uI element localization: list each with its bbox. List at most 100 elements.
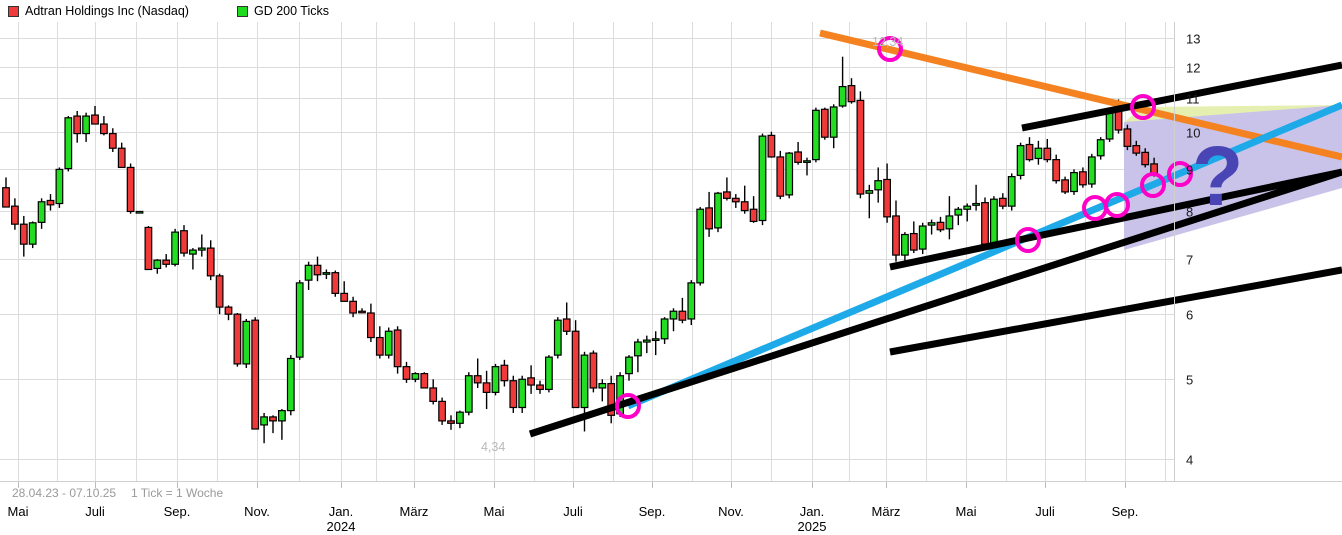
candle-body-down (126, 166, 135, 213)
candle-body-down (820, 108, 829, 138)
candle-body-down (892, 215, 900, 256)
lower-rail-black (528, 168, 1342, 438)
candlestick (447, 415, 455, 430)
x-axis-tick-label: Sep. (639, 504, 666, 519)
candle-body-up (785, 152, 794, 196)
candlestick (874, 167, 883, 203)
candlestick (562, 302, 571, 336)
candle-body-down (144, 226, 153, 271)
candle-body-up (811, 109, 820, 161)
candlestick (482, 370, 491, 410)
candle-body-down (571, 330, 580, 409)
candlestick (936, 216, 945, 233)
candle-body-up (669, 310, 678, 320)
candle-body-up (242, 320, 251, 365)
candle-body-up (491, 366, 500, 393)
upper-rail-black (1021, 61, 1342, 132)
candle-body-down (740, 201, 749, 212)
candlestick (660, 317, 669, 344)
candle-body-up (189, 249, 197, 255)
candle-body-down (73, 115, 82, 135)
candle-body-up (803, 160, 811, 163)
candlestick (829, 104, 838, 149)
candlestick (972, 184, 980, 211)
candlestick (989, 196, 998, 247)
candlestick (803, 157, 811, 176)
candlestick (998, 193, 1007, 210)
candlestick (1007, 173, 1016, 211)
candle-body-down (722, 191, 731, 199)
candle-body-down (393, 329, 402, 368)
candlestick (304, 261, 313, 291)
candlestick (607, 375, 616, 424)
candle-body-up (553, 319, 562, 356)
candlestick (331, 270, 340, 297)
candlestick (633, 338, 642, 373)
candlestick (464, 372, 473, 416)
candlestick (500, 359, 509, 387)
candlestick (892, 200, 900, 262)
candle-body-down (349, 300, 357, 314)
candlestick (1123, 124, 1132, 151)
candle-body-down (358, 310, 366, 314)
candle-body-up (1034, 147, 1043, 160)
candle-body-down (19, 223, 28, 245)
candlestick (722, 177, 731, 201)
x-axis-tick-label: Juli (85, 504, 105, 519)
candlestick (909, 221, 918, 254)
candlestick (963, 203, 972, 222)
candlestick (197, 234, 206, 257)
candle-body-down (1132, 145, 1141, 154)
candle-body-down (998, 197, 1007, 207)
candle-body-down (883, 178, 891, 218)
candle-body-up (918, 225, 927, 250)
y-axis-labels: 4 5 6 7 8 9 10 11 12 13 (1186, 32, 1200, 468)
candlestick (544, 355, 553, 393)
candlestick (242, 318, 251, 369)
candle-body-down (1141, 151, 1150, 166)
candlestick (420, 372, 429, 389)
candle-body-down (447, 420, 455, 424)
candlestick (856, 91, 865, 199)
candle-body-up (714, 192, 722, 229)
candlestick (518, 375, 527, 413)
touch-4 (1104, 192, 1130, 218)
x-axis-year-label: 2024 (327, 519, 356, 534)
candle-body-up (625, 356, 633, 375)
candle-body-down (215, 275, 224, 308)
candlestick (429, 379, 438, 405)
candlestick (1070, 169, 1078, 195)
candlestick-series (2, 56, 1159, 444)
candlestick (358, 308, 366, 314)
candle-body-up (37, 201, 46, 223)
candle-body-up (1087, 156, 1096, 185)
candlestick (1096, 137, 1105, 160)
touch-6 (1167, 161, 1193, 187)
touch-1 (615, 393, 641, 419)
candle-body-down (678, 310, 687, 321)
candlestick (295, 280, 304, 360)
candle-body-down (731, 197, 740, 203)
candle-body-down (749, 208, 758, 223)
candle-body-up (544, 356, 553, 391)
candlestick (1132, 140, 1141, 156)
candlestick (251, 317, 260, 430)
candlestick (927, 219, 936, 235)
candle-body-down (1043, 147, 1052, 161)
legend-item-ma[interactable]: GD 200 Ticks (189, 0, 329, 22)
candle-body-up (642, 339, 651, 343)
y-axis-tick-label: 8 (1186, 205, 1193, 220)
candle-body-down (224, 306, 233, 315)
chart-legend: Adtran Holdings Inc (Nasdaq) GD 200 Tick… (0, 0, 329, 22)
candle-body-down (340, 292, 349, 302)
support-blue (626, 101, 1342, 410)
candle-body-down (269, 416, 277, 422)
candle-body-up (304, 264, 313, 281)
legend-item-price[interactable]: Adtran Holdings Inc (Nasdaq) (0, 0, 189, 22)
candle-body-down (375, 336, 384, 356)
candlestick (740, 185, 749, 214)
candlestick (1043, 139, 1052, 163)
candlestick (153, 259, 162, 274)
candlestick (669, 308, 678, 332)
